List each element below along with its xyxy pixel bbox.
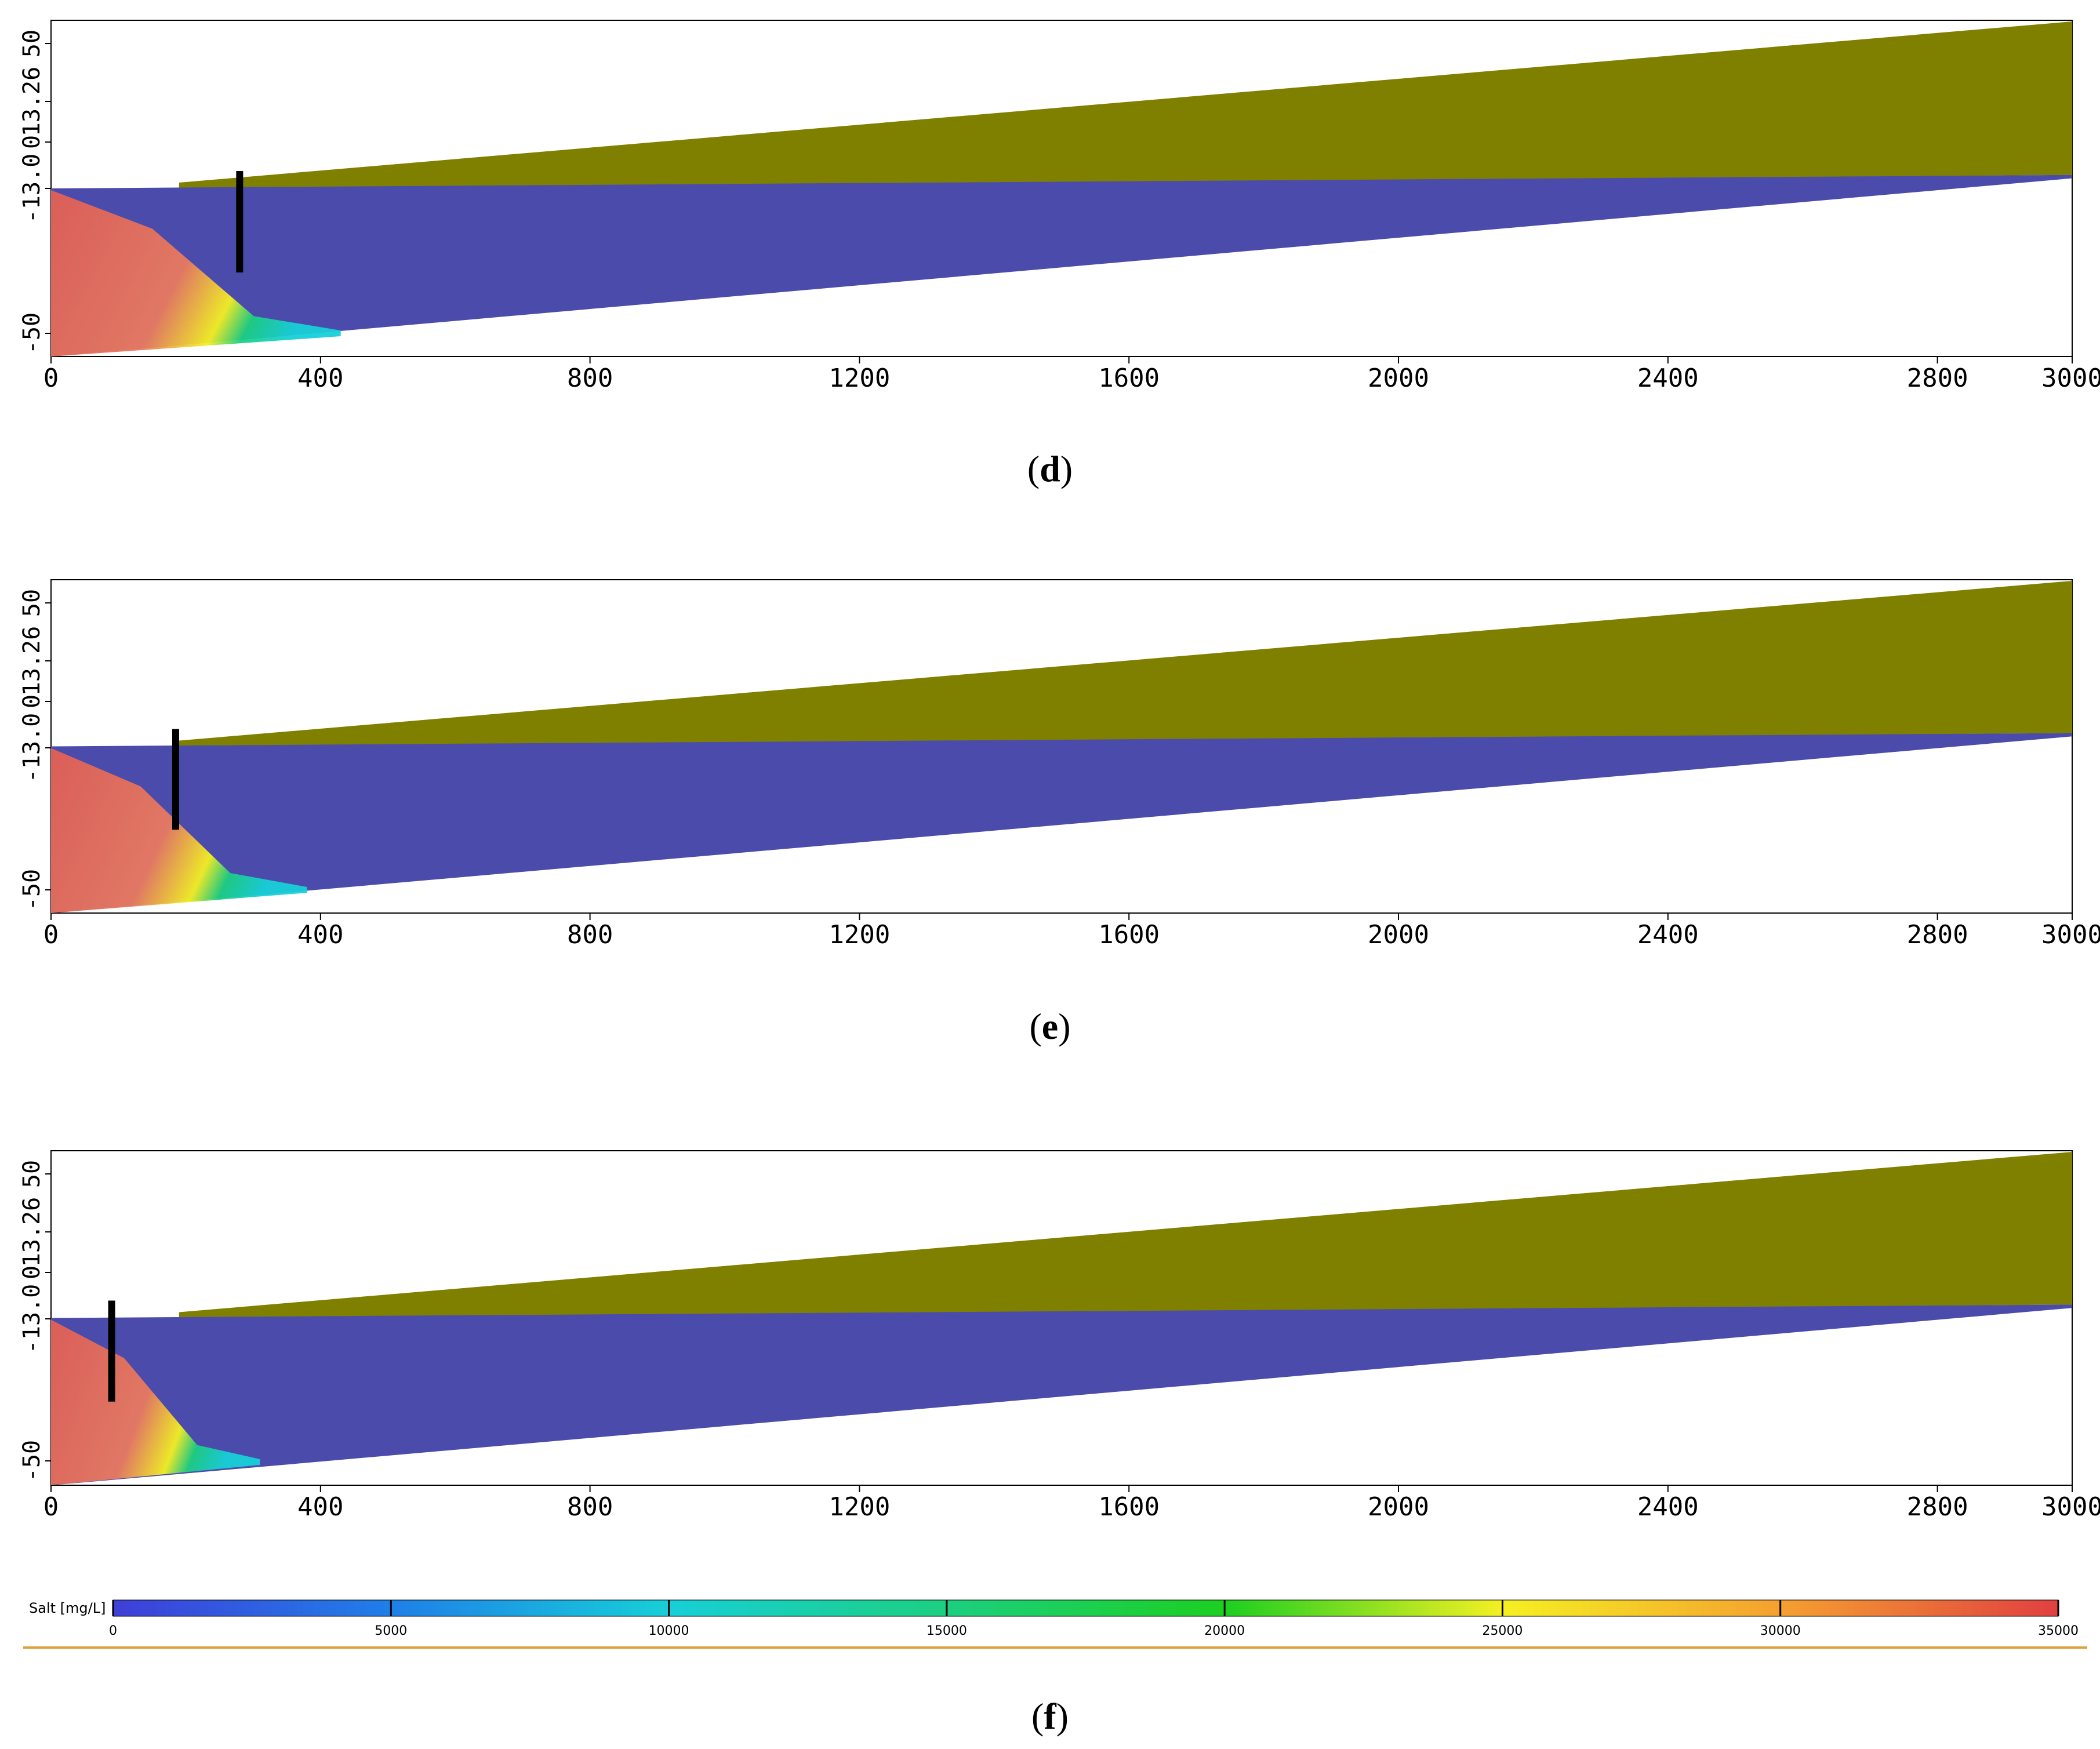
caption-d: (d) (1027, 448, 1073, 489)
legend-tick-label: 25000 (1482, 1624, 1523, 1638)
x-tick-label: 3000 (2041, 1492, 2100, 1522)
x-tick-label: 800 (567, 363, 613, 393)
unsaturated-zone (179, 1152, 2072, 1319)
y-tick-label: 0 (19, 135, 45, 149)
x-tick-label: 2800 (1907, 1492, 1968, 1522)
x-tick-label: 1200 (829, 363, 890, 393)
x-tick-label: 1600 (1098, 920, 1160, 950)
y-tick-label: -13.0 (19, 1284, 45, 1354)
y-tick-label: -13.0 (19, 713, 45, 783)
x-tick-label: 3000 (2041, 920, 2100, 950)
panel-e: 0 400 800 1200 1600 2000 2400 2800 30005013.260-… (19, 579, 2100, 950)
saline-wedge (51, 190, 341, 357)
x-tick-label: 0 (43, 920, 59, 950)
x-tick-label: 800 (567, 1492, 613, 1522)
x-tick-label: 2000 (1368, 363, 1429, 393)
legend-tick-label: 10000 (649, 1624, 689, 1638)
x-tick-label: 2800 (1907, 920, 1968, 950)
legend-tick-label: 30000 (1760, 1624, 1801, 1638)
legend-label: Salt [mg/L] (29, 1600, 106, 1616)
x-tick-label: 0 (43, 1492, 59, 1522)
panel-d: 0 400 800 1200 1600 2000 2400 2800 30005013.260-… (19, 20, 2100, 393)
x-tick-label: 0 (43, 363, 59, 393)
x-tick-label: 2000 (1368, 1492, 1429, 1522)
y-tick-label: -50 (19, 869, 45, 911)
x-tick-label: 1200 (829, 920, 890, 950)
legend-tick-label: 15000 (927, 1624, 967, 1638)
aquifer-body (51, 1304, 2072, 1485)
aquifer-body (51, 733, 2072, 913)
caption-f: (f) (1031, 1696, 1069, 1737)
y-tick-label: 50 (19, 589, 45, 617)
legend-tick-label: 0 (109, 1624, 117, 1638)
panel-f: 0 400 800 1200 1600 2000 2400 2800 30005013.260-… (19, 1150, 2100, 1522)
x-tick-label: 2000 (1368, 920, 1429, 950)
aquifer-body (51, 174, 2072, 357)
saline-wedge (51, 1319, 260, 1485)
x-tick-label: 1600 (1098, 1492, 1160, 1522)
y-tick-label: 13.26 (19, 67, 45, 136)
y-tick-label: 50 (19, 1160, 45, 1188)
y-tick-label: 13.26 (19, 1197, 45, 1267)
saline-wedge (51, 748, 307, 913)
x-tick-label: 400 (297, 920, 343, 950)
legend-colorbar (112, 1599, 2059, 1617)
x-tick-label: 2400 (1637, 363, 1699, 393)
y-tick-label: -13.0 (19, 154, 45, 223)
y-tick-label: 13.26 (19, 626, 45, 696)
x-tick-label: 1200 (829, 1492, 890, 1522)
y-tick-label: 0 (19, 694, 45, 708)
unsaturated-zone (179, 581, 2072, 748)
x-tick-label: 400 (297, 1492, 343, 1522)
y-tick-label: -50 (19, 312, 45, 354)
x-tick-label: 3000 (2041, 363, 2100, 393)
y-tick-label: 50 (19, 30, 45, 57)
x-tick-label: 1600 (1098, 363, 1160, 393)
x-tick-label: 2400 (1637, 920, 1699, 950)
y-tick-label: 0 (19, 1266, 45, 1279)
y-tick-label: -50 (19, 1440, 45, 1482)
legend-tick-label: 5000 (375, 1624, 407, 1638)
unsaturated-zone (179, 21, 2072, 190)
legend-tick-label: 20000 (1204, 1624, 1245, 1638)
caption-e: (e) (1029, 1006, 1071, 1047)
x-tick-label: 400 (297, 363, 343, 393)
x-tick-label: 2800 (1907, 363, 1968, 393)
legend-tick-label: 35000 (2038, 1624, 2079, 1638)
x-tick-label: 2400 (1637, 1492, 1699, 1522)
x-tick-label: 800 (567, 920, 613, 950)
